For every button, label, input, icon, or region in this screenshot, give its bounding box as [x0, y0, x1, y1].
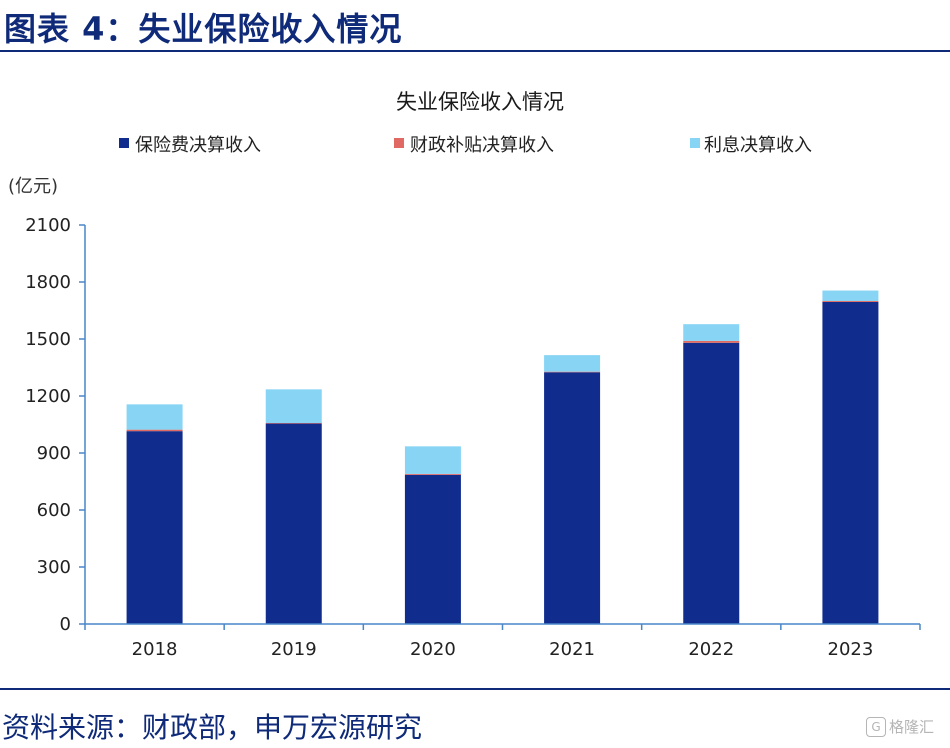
chart-axes — [84, 225, 920, 625]
chart-legend: 保险费决算收入 财政补贴决算收入 利息决算收入 — [119, 135, 812, 156]
bar-premium — [126, 431, 183, 624]
y-tick-label: 900 — [37, 443, 71, 464]
legend-label-interest: 利息决算收入 — [704, 135, 812, 156]
bar-premium — [265, 423, 322, 624]
watermark: G 格隆汇 — [866, 716, 934, 737]
source-note: 资料来源：财政部，申万宏源研究 — [2, 711, 423, 744]
bar-interest — [265, 389, 322, 423]
footer-divider — [0, 688, 950, 690]
y-axis-ticks: 0 300 600 900 1200 1500 1800 2100 — [25, 215, 85, 635]
bar-subsidy — [822, 301, 879, 302]
bar-subsidy — [126, 429, 183, 432]
legend-label-premium: 保险费决算收入 — [135, 135, 261, 156]
chart-title: 失业保险收入情况 — [396, 90, 564, 114]
legend-swatch-interest — [690, 138, 700, 148]
y-tick-label: 2100 — [25, 215, 71, 236]
legend-label-subsidy: 财政补贴决算收入 — [410, 135, 554, 156]
x-tick-label: 2020 — [410, 639, 456, 660]
bar-premium — [822, 301, 879, 624]
bar-interest — [683, 324, 740, 341]
bar-series — [126, 290, 879, 624]
header-divider — [0, 50, 950, 52]
y-tick-label: 600 — [37, 500, 71, 521]
watermark-logo-icon: G — [866, 716, 886, 737]
bar-interest — [544, 355, 601, 372]
y-tick-label: 0 — [60, 614, 71, 635]
legend-swatch-premium — [119, 138, 129, 148]
figure-title: 图表 4：失业保险收入情况 — [4, 10, 403, 48]
bar-interest — [404, 446, 461, 474]
bar-subsidy — [265, 422, 322, 424]
bar-interest — [822, 290, 879, 301]
bar-subsidy — [404, 473, 461, 475]
y-tick-label: 1800 — [25, 272, 71, 293]
watermark-text: 格隆汇 — [889, 718, 935, 736]
bar-interest — [126, 404, 183, 430]
y-axis-unit-label: (亿元) — [8, 176, 58, 197]
x-axis-ticks: 2018 2019 2020 2021 2022 2023 — [84, 624, 921, 660]
x-tick-label: 2019 — [271, 639, 317, 660]
bar-subsidy — [544, 371, 601, 373]
bar-premium — [404, 474, 461, 624]
bar-premium — [683, 342, 740, 624]
y-tick-label: 300 — [37, 557, 71, 578]
x-tick-label: 2023 — [828, 639, 874, 660]
bar-premium — [544, 372, 601, 624]
stacked-bar-chart: 失业保险收入情况 保险费决算收入 财政补贴决算收入 利息决算收入 (亿元) 0 3… — [8, 90, 921, 660]
bar-subsidy — [683, 340, 740, 343]
y-tick-label: 1500 — [25, 329, 71, 350]
x-tick-label: 2018 — [132, 639, 178, 660]
legend-swatch-subsidy — [394, 138, 404, 148]
y-tick-label: 1200 — [25, 386, 71, 407]
x-tick-label: 2022 — [688, 639, 734, 660]
x-tick-label: 2021 — [549, 639, 595, 660]
